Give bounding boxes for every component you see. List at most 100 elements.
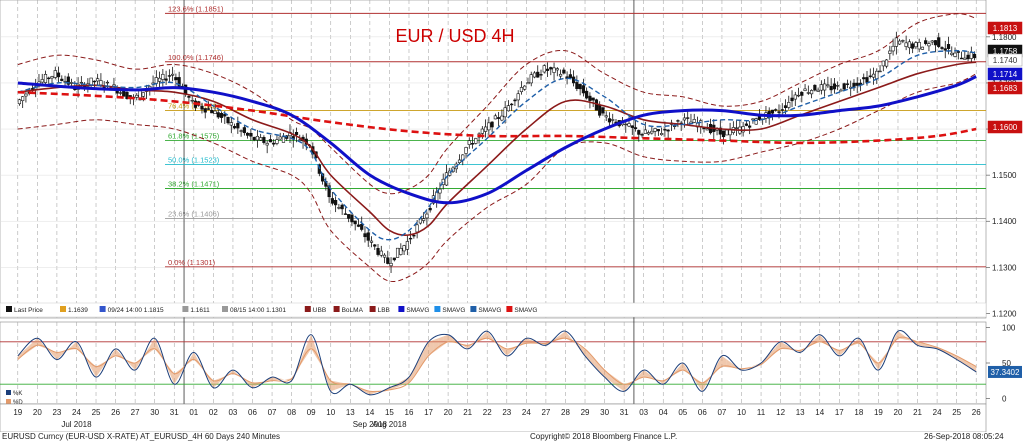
- candle-body: [780, 109, 784, 111]
- x-tick-label: 25: [952, 408, 961, 417]
- candle-body: [43, 74, 48, 83]
- candle-body: [118, 92, 123, 94]
- candle-body: [774, 109, 778, 111]
- stoch-fill: [629, 380, 634, 386]
- candle-body: [92, 80, 96, 83]
- candle-body: [376, 248, 380, 255]
- stoch-fill: [96, 363, 101, 378]
- candle-body: [744, 123, 748, 126]
- candle-body: [542, 65, 546, 73]
- candle-body: [392, 257, 396, 261]
- candle-body: [510, 103, 514, 106]
- x-tick-label: 26: [111, 408, 120, 417]
- candle-body: [969, 52, 973, 59]
- x-tick-label: 29: [581, 408, 590, 417]
- candle-body: [594, 99, 599, 111]
- fib-label: 123.6% (1.1851): [168, 4, 224, 13]
- month-label: Jul 2018: [61, 420, 92, 429]
- candle-body: [588, 95, 592, 101]
- price-tag: [987, 21, 1023, 35]
- candle-body: [66, 76, 70, 85]
- stoch-fill: [721, 355, 727, 368]
- candle-body: [487, 122, 491, 131]
- candle-body: [216, 112, 220, 118]
- x-tick-label: 31: [620, 408, 629, 417]
- x-tick-label: 01: [189, 408, 198, 417]
- candle-body: [246, 132, 250, 136]
- footer: EURUSD Curncy (EUR-USD X-RATE) AT_EURUSD…: [0, 432, 1024, 444]
- candle-body: [673, 125, 677, 128]
- x-tick-label: 16: [405, 408, 414, 417]
- candle-body: [862, 77, 866, 80]
- month-label: Aug 2018: [372, 420, 407, 429]
- stoch-fill: [956, 355, 962, 363]
- candle-body: [268, 139, 273, 143]
- candle-body: [875, 70, 879, 80]
- candle-body: [47, 77, 51, 80]
- candle-body: [438, 188, 442, 194]
- x-tick-label: 19: [874, 408, 883, 417]
- candle-body: [171, 73, 175, 76]
- candle-body: [210, 109, 214, 114]
- candle-body: [868, 75, 872, 77]
- candle-body: [200, 105, 204, 110]
- candle-body: [692, 119, 696, 123]
- candle-body: [826, 84, 830, 87]
- candle-body: [757, 116, 762, 120]
- stoch-fill: [169, 367, 175, 385]
- candle-body: [963, 57, 967, 60]
- footer-timestamp: 26-Sep-2018 08:05:24: [924, 432, 1004, 441]
- legend-swatch: [99, 306, 106, 312]
- candle-body: [356, 224, 361, 227]
- x-tick-label: 15: [385, 408, 394, 417]
- x-tick-label: 24: [522, 408, 531, 417]
- candle-body: [154, 77, 158, 84]
- x-tick-label: 22: [483, 408, 492, 417]
- candle-body: [350, 214, 354, 223]
- candle-body: [754, 118, 758, 125]
- bollinger-bands: [17, 13, 977, 282]
- candle-body: [549, 67, 553, 70]
- stoch-legend-swatch: [6, 390, 11, 395]
- price-tag: [987, 67, 1023, 81]
- candle-body: [223, 114, 227, 117]
- x-tick-label: 14: [815, 408, 824, 417]
- legend-swatch: [182, 306, 189, 312]
- x-tick-label: 17: [424, 408, 433, 417]
- candle-body: [829, 86, 833, 91]
- candle-body: [735, 127, 739, 129]
- x-tick-label: 10: [737, 408, 746, 417]
- candle-body: [637, 130, 641, 135]
- candle-body: [236, 122, 240, 129]
- candle-body: [911, 43, 915, 49]
- price-tag: [987, 120, 1023, 134]
- candle-body: [262, 137, 266, 143]
- candle-body: [415, 224, 419, 233]
- candle-body: [497, 117, 501, 119]
- lower-band: [17, 73, 977, 282]
- x-tick-label: 13: [796, 408, 805, 417]
- candle-body: [686, 117, 690, 119]
- axes: 19 20 23 24 25 26 27 30 31 01 02 03 06 07 08 09 10 13 14 15…: [0, 33, 1017, 433]
- candle-body: [242, 127, 246, 134]
- candle-body: [682, 117, 687, 121]
- candle-body: [917, 41, 921, 50]
- candle-body: [402, 245, 406, 252]
- fib-label: 0.0% (1.1301): [168, 258, 216, 267]
- candle-body: [164, 78, 168, 81]
- legend-label: Last Price: [14, 307, 43, 314]
- candle-body: [386, 257, 390, 264]
- x-tick-label: 06: [698, 408, 707, 417]
- stoch-fill: [702, 378, 708, 392]
- stoch-fill: [281, 378, 287, 380]
- candle-body: [536, 71, 540, 78]
- candle-body: [516, 93, 520, 101]
- stoch-tag: [988, 365, 1022, 378]
- stoch-fill: [350, 384, 356, 387]
- candle-body: [790, 97, 794, 102]
- candle-body: [480, 128, 484, 134]
- stoch-fill: [580, 346, 586, 356]
- candle-body: [298, 139, 302, 142]
- candle-body: [232, 125, 237, 129]
